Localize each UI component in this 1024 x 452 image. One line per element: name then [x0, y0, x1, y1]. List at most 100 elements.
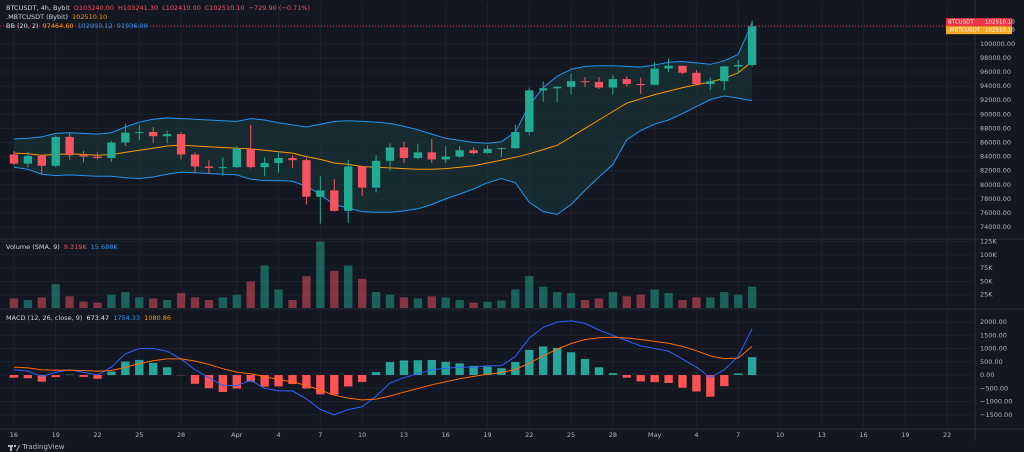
macd-histogram: [190, 375, 200, 384]
candle-body: [288, 158, 297, 161]
y-tick-label: 90000.00: [980, 110, 1011, 118]
volume-bar: [37, 297, 46, 308]
volume-bar: [79, 301, 88, 308]
macd-histogram: [288, 375, 297, 385]
candle-body: [121, 132, 130, 143]
candle-body: [190, 154, 200, 167]
volume-bar: [232, 294, 241, 308]
volume-bar: [260, 265, 269, 308]
y-tick-label: 1500.00: [980, 331, 1007, 339]
candle-body: [37, 155, 46, 166]
y-tick-label: 98000.00: [980, 54, 1011, 62]
price-tag: [946, 26, 1012, 35]
volume-bar: [441, 297, 450, 308]
volume-bar: [330, 270, 339, 308]
macd-histogram: [232, 375, 241, 389]
candle-body: [399, 147, 409, 159]
volume-bar: [747, 286, 757, 308]
candle-body: [664, 65, 673, 69]
candle-body: [274, 158, 283, 163]
macd-histogram: [747, 357, 757, 376]
macd-histogram: [650, 375, 659, 383]
macd-histogram: [399, 360, 409, 376]
volume-legend: Volume (SMA, 9) 9.319K 15.688K: [6, 243, 122, 252]
y-tick-label: 80000.00: [980, 181, 1011, 189]
candle-body: [483, 148, 492, 154]
signal-line: [13, 336, 753, 401]
volume-bar: [51, 284, 60, 308]
candle-body: [357, 166, 367, 188]
candle-body: [720, 66, 729, 82]
candle-body: [79, 155, 88, 157]
macd-histogram: [594, 367, 604, 376]
x-tick-label: 28: [177, 431, 185, 439]
y-tick-label: 100000.00: [980, 40, 1015, 48]
macd-histogram: [51, 375, 60, 378]
volume-bar: [218, 297, 228, 308]
candle-body: [636, 84, 645, 86]
macd-histogram: [121, 361, 130, 376]
candle-body: [302, 160, 311, 197]
candle-body: [413, 152, 423, 159]
macd-value: 1754.33: [113, 314, 141, 322]
candle-body: [176, 134, 186, 155]
footer: TradingView: [8, 443, 65, 451]
ohlc: H103241.30: [118, 4, 159, 12]
volume-bar: [552, 292, 562, 308]
x-tick-label: 16: [10, 431, 18, 439]
macd-histogram: [37, 375, 46, 382]
y-tick-label: 78000.00: [980, 195, 1011, 203]
macd-histogram: [162, 367, 172, 376]
candle-body: [23, 155, 33, 164]
x-tick-label: 25: [135, 431, 143, 439]
price-tag-name: .MBTCUSDT: [948, 28, 981, 34]
x-tick-label: 7: [318, 431, 322, 439]
macd-histogram: [636, 375, 645, 382]
volume-bar: [149, 298, 158, 308]
candle-body: [747, 26, 757, 66]
volume-bar: [469, 302, 478, 308]
candle-body: [566, 81, 576, 87]
y-tick-label: −500.00: [980, 384, 1008, 392]
x-tick-label: 22: [525, 431, 533, 439]
macd-legend: MACD (12, 26, close, 9) 673.47 1754.33 1080…: [6, 314, 175, 323]
price-tag-name: BTCUSDT: [948, 20, 974, 26]
x-tick-label: 19: [52, 431, 60, 439]
macd-histogram: [608, 373, 618, 376]
macd-histogram: [260, 375, 269, 387]
macd-histogram: [385, 362, 395, 376]
volume-bar: [288, 300, 297, 308]
bb-line: [13, 61, 753, 170]
volume-bar: [23, 300, 33, 308]
x-tick-label: 13: [818, 431, 826, 439]
y-tick-label: −1500.00: [980, 411, 1012, 419]
candle-body: [316, 190, 325, 197]
volume-bar: [399, 297, 409, 308]
volume-bar: [176, 293, 186, 308]
candle-body: [622, 79, 631, 85]
y-tick-label: 88000.00: [980, 124, 1011, 132]
macd-title: MACD (12, 26, close, 9): [6, 314, 83, 322]
y-tick-label: 84000.00: [980, 153, 1011, 161]
macd-histogram: [511, 362, 520, 376]
macd-histogram: [455, 363, 464, 376]
candle-body: [107, 142, 116, 159]
volume-bar: [107, 294, 116, 308]
candle-body: [692, 72, 701, 85]
volume-bar: [385, 294, 395, 308]
y-tick-label: 0.00: [980, 371, 994, 379]
volume-bar: [413, 298, 423, 308]
volume-bar: [246, 281, 255, 308]
macd-histogram: [720, 375, 729, 387]
candle-body: [162, 134, 172, 137]
candle-body: [204, 166, 214, 168]
candle-body: [594, 81, 604, 88]
x-tick-label: 10: [358, 431, 366, 439]
bb-line: [13, 95, 753, 215]
logo: [8, 444, 20, 451]
bb-value: 102993.12: [77, 22, 113, 30]
x-tick-label: 22: [93, 431, 101, 439]
macd-histogram: [552, 348, 562, 376]
macd-histogram: [427, 359, 436, 376]
